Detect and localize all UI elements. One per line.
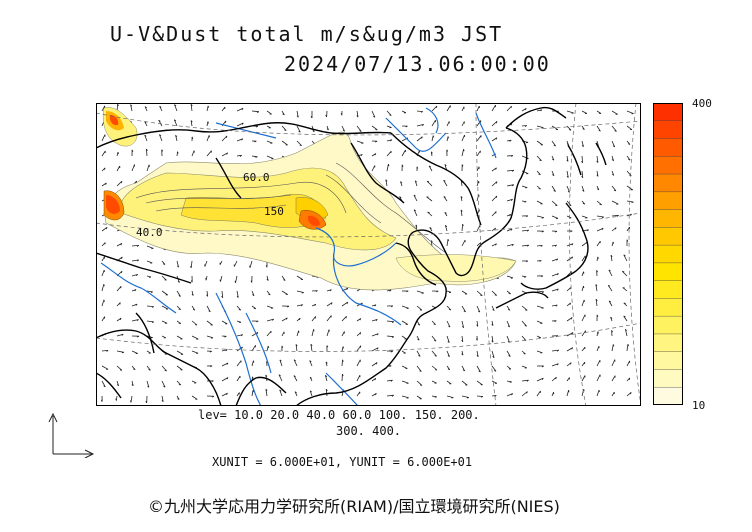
colorbar-swatch [653, 369, 683, 388]
colorbar-swatch [653, 280, 683, 299]
colorbar-swatch [653, 262, 683, 281]
contour-labels: 60.0 150 40.0 [136, 171, 284, 239]
coastlines [96, 106, 607, 406]
colorbar-swatch [653, 351, 683, 370]
copyright-credit: ©九州大学応用力学研究所(RIAM)/国立環境研究所(NIES) [148, 497, 560, 516]
colorbar-min-label: 10 [692, 399, 706, 412]
colorbar-swatch [653, 174, 683, 193]
colorbar-swatch [653, 191, 683, 210]
colorbar-swatch [653, 245, 683, 264]
colorbar-max-label: 400 [692, 97, 712, 110]
rivers [100, 107, 497, 406]
colorbar-swatch [653, 316, 683, 335]
contour-levels-line1: lev= 10.0 20.0 40.0 60.0 100. 150. 200. [198, 408, 480, 422]
colorbar-swatch [653, 138, 683, 157]
contour-levels-line2: 300. 400. [336, 424, 402, 438]
dust-map: 60.0 150 40.0 [96, 103, 641, 406]
colorbar-swatch [653, 120, 683, 139]
vector-units: XUNIT = 6.000E+01, YUNIT = 6.000E+01 [212, 455, 473, 469]
colorbar-swatch [653, 209, 683, 228]
colorbar-swatch [653, 387, 683, 405]
colorbar-swatch [653, 333, 683, 353]
contour-label-60: 60.0 [243, 171, 270, 184]
dust-contours [135, 162, 447, 254]
map-title: U-V&Dust total m/s&ug/m3 JST [110, 22, 504, 46]
colorbar-swatch [653, 156, 683, 175]
dust-colorbar [653, 103, 683, 405]
colorbar-swatch [653, 227, 683, 246]
vector-scale-axes [48, 412, 95, 458]
contour-label-150: 150 [264, 205, 284, 218]
map-datetime: 2024/07/13.06:00:00 [284, 52, 551, 76]
graticule [96, 103, 641, 406]
colorbar-swatch [653, 103, 683, 122]
contour-label-40: 40.0 [136, 226, 163, 239]
colorbar-swatch [653, 298, 683, 317]
